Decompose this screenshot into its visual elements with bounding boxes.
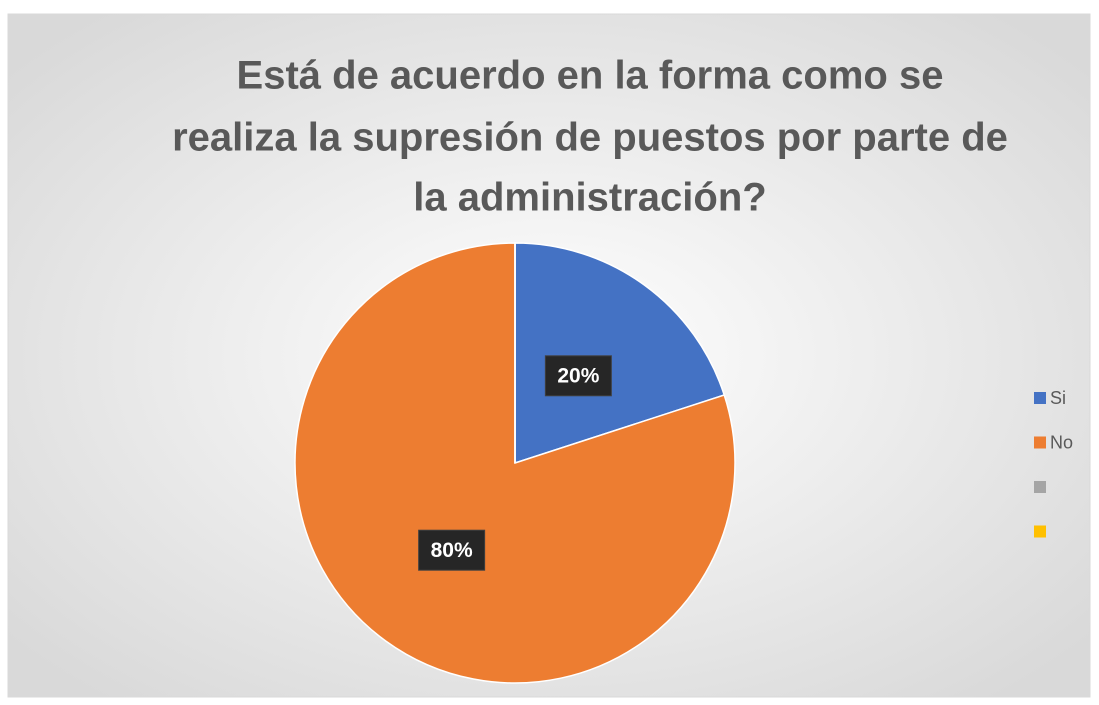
- legend-label: Si: [1050, 388, 1066, 408]
- legend-label: No: [1050, 432, 1073, 452]
- chart-title: Está de acuerdo en la forma como se: [237, 54, 944, 98]
- legend-swatch: [1034, 392, 1046, 404]
- data-label-box: [544, 355, 612, 397]
- chart-title: la administración?: [413, 176, 766, 220]
- data-label: 20%: [557, 364, 599, 387]
- legend-swatch: [1034, 481, 1046, 493]
- legend-swatch: [1034, 436, 1046, 449]
- pie-slice: [514, 242, 726, 465]
- data-label-box: [418, 529, 486, 571]
- chart-title: realiza la supresión de puestos por part…: [172, 116, 1008, 160]
- legend-swatch: [1034, 525, 1046, 538]
- data-label: 80%: [431, 539, 473, 562]
